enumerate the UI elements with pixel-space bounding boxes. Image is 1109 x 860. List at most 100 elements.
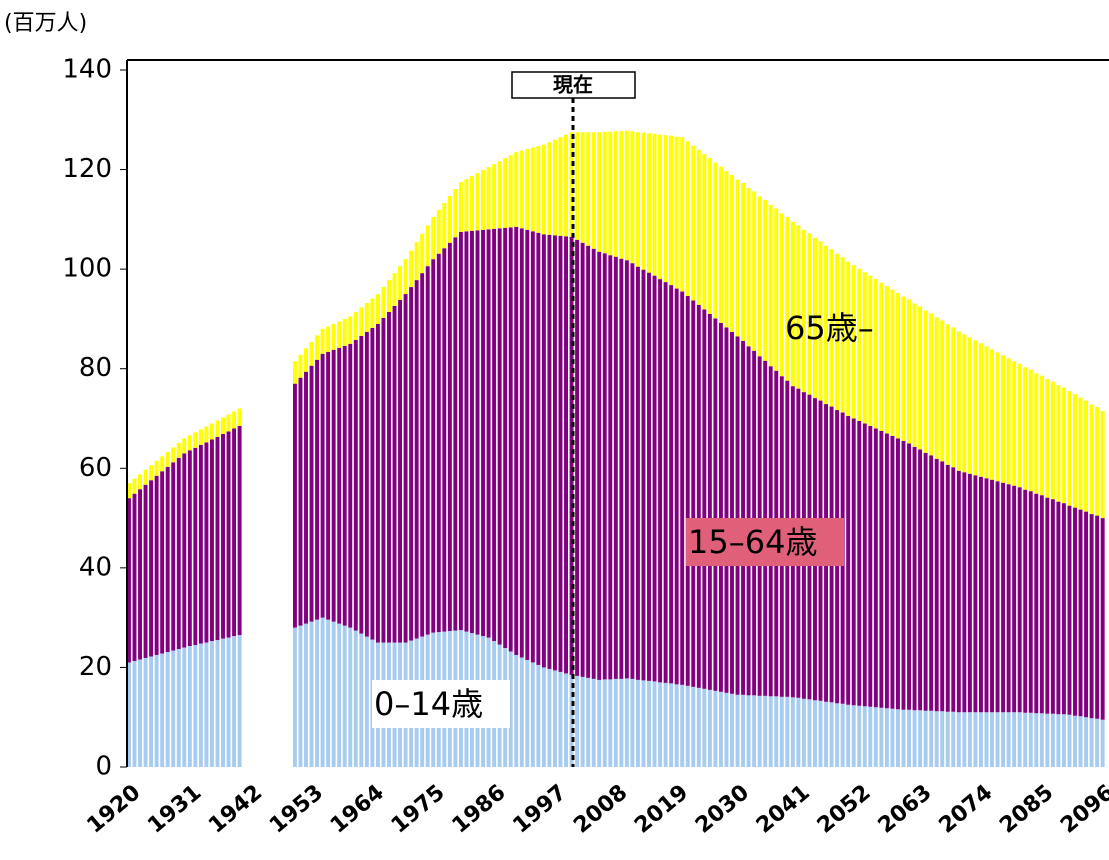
bar-segment [1017, 363, 1022, 488]
bar-segment [978, 476, 983, 713]
bar-segment [331, 349, 336, 622]
bar-segment [1061, 387, 1066, 504]
bar-segment [342, 625, 347, 767]
bar-segment [292, 383, 297, 628]
bar-segment [525, 229, 530, 660]
bar-segment [381, 317, 386, 643]
bar-segment [198, 444, 203, 644]
bar-segment [752, 695, 757, 767]
bar-segment [1045, 379, 1050, 498]
bar-segment [514, 226, 519, 655]
bar-segment [879, 707, 884, 767]
x-tick-label: 2074 [934, 780, 997, 839]
bar-segment [973, 340, 978, 476]
x-tick-label: 2019 [630, 780, 693, 839]
bar-segment [149, 465, 154, 481]
bar-segment [475, 173, 480, 231]
bar-segment [862, 423, 867, 707]
bar-segment [575, 675, 580, 767]
bar-segment [1073, 394, 1077, 508]
bar-segment [292, 361, 297, 384]
bar-segment [541, 667, 546, 767]
bar-segment [713, 690, 718, 767]
bar-segment [896, 293, 900, 439]
bar-segment [127, 498, 131, 663]
bar-segment [414, 280, 419, 639]
bar-segment [851, 418, 856, 706]
series-label: 65歳– [785, 309, 874, 347]
bar-segment [951, 711, 956, 767]
bar-segment [868, 706, 873, 767]
bar-segment [608, 255, 613, 680]
bar-segment [320, 353, 325, 618]
bar-segment [702, 154, 707, 310]
bar-segment [143, 469, 148, 485]
y-tick-label: 0 [95, 752, 112, 782]
bar-segment [602, 253, 607, 680]
bar-segment [846, 261, 851, 417]
bar-segment [209, 439, 214, 642]
bar-segment [309, 341, 314, 366]
bar-segment [918, 306, 923, 450]
bar-segment [1050, 713, 1055, 767]
bar-segment [364, 636, 369, 767]
bar-segment [591, 248, 596, 679]
x-tick-label: 1975 [387, 780, 450, 839]
bar-segment [364, 302, 369, 332]
bar-segment [470, 230, 474, 634]
bar-segment [940, 461, 945, 712]
bar-segment [1034, 373, 1039, 494]
bar-segment [547, 142, 552, 235]
bar-segment [962, 334, 967, 473]
bar-segment [370, 327, 375, 640]
bar-segment [746, 695, 751, 767]
bar-segment [359, 335, 364, 634]
bar-segment [171, 462, 176, 651]
bar-segment [635, 679, 640, 767]
bar-segment [680, 137, 685, 292]
bar-segment [940, 711, 945, 767]
bar-segment [215, 420, 220, 437]
bar-segment [481, 170, 486, 230]
bar-segment [796, 697, 801, 767]
bar-segment [337, 347, 342, 624]
bar-segment [907, 443, 911, 710]
bar-segment [984, 478, 989, 713]
bar-segment [602, 131, 607, 254]
bar-segment [160, 653, 165, 767]
bar-segment [215, 640, 220, 767]
bar-segment [237, 425, 242, 636]
bar-segment [635, 132, 640, 267]
bar-segment [586, 677, 591, 767]
bar-segment [984, 712, 989, 767]
bar-segment [348, 343, 353, 628]
bar-segment [326, 351, 331, 620]
bar-segment [857, 268, 862, 421]
bar-segment [873, 279, 878, 429]
bar-segment [198, 643, 203, 767]
bar-segment [1001, 482, 1006, 713]
bar-segment [442, 202, 447, 249]
bar-segment [647, 680, 651, 767]
bar-segment [436, 209, 441, 254]
bar-segment [508, 227, 513, 652]
bar-segment [209, 423, 214, 440]
bar-segment [160, 456, 165, 472]
bar-segment [597, 679, 602, 767]
bar-segment [929, 455, 934, 711]
bar-segment [514, 152, 519, 227]
bar-segment [685, 141, 690, 297]
bar-segment [348, 627, 353, 767]
bar-segment [774, 208, 779, 371]
y-unit: (百万人) [4, 11, 87, 36]
x-tick-label: 1953 [265, 780, 328, 839]
bar-segment [663, 135, 668, 283]
bar-segment [149, 656, 154, 767]
bar-segment [1023, 489, 1028, 713]
bar-segment [923, 710, 928, 767]
bar-segment [193, 432, 198, 448]
x-tick-label: 2041 [752, 780, 815, 839]
bar-segment [718, 691, 723, 767]
x-tick-label: 1997 [508, 780, 571, 839]
bar-segment [730, 693, 734, 767]
